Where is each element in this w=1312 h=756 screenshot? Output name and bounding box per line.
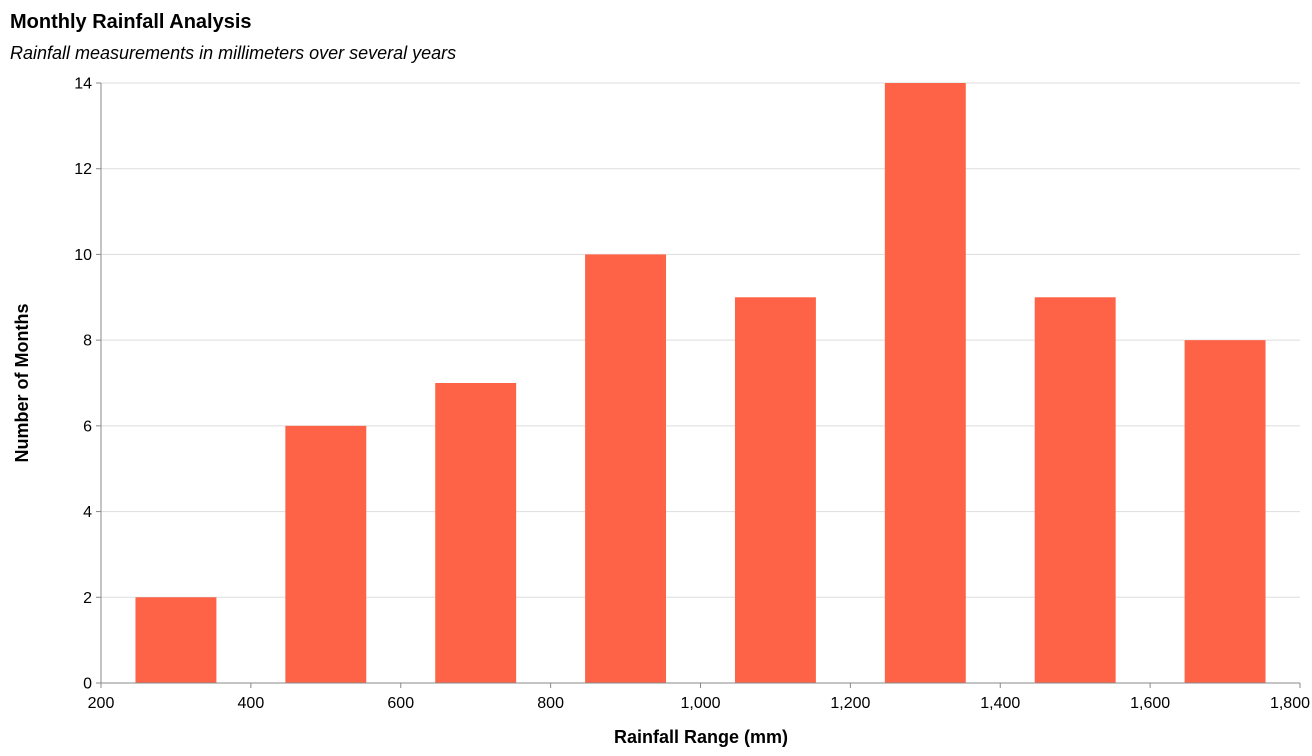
- y-tick-label-3: 6: [83, 418, 92, 435]
- x-tick-label-4: 1,000: [680, 695, 720, 712]
- x-tick-label-7: 1,600: [1130, 695, 1170, 712]
- y-axis-title: Number of Months: [12, 304, 32, 463]
- axes: 0 2 4 6 8 10 12 14 200 400 600 800 1,000 1,200 1,400 1,…: [74, 76, 1310, 713]
- x-tick-label-6: 1,400: [980, 695, 1020, 712]
- x-tick-label-3: 800: [537, 695, 564, 712]
- y-tick-label-1: 2: [83, 590, 92, 607]
- y-tick-label-2: 4: [83, 504, 92, 521]
- x-tick-label-1: 400: [238, 695, 265, 712]
- y-tick-label-7: 14: [74, 76, 92, 93]
- bar-5: [884, 83, 966, 683]
- x-tick-label-8: 1,800: [1270, 695, 1310, 712]
- x-tick-label-5: 1,200: [830, 695, 870, 712]
- gridlines: [101, 82, 1300, 598]
- bar-0: [135, 597, 217, 683]
- x-tick-label-0: 200: [88, 695, 115, 712]
- chart-title: Monthly Rainfall Analysis: [10, 11, 252, 33]
- bars: [135, 83, 1266, 683]
- bar-3: [585, 254, 667, 683]
- y-tick-label-0: 0: [83, 676, 92, 693]
- bar-6: [1034, 297, 1116, 683]
- y-tick-label-4: 8: [83, 333, 92, 350]
- y-tick-label-5: 10: [74, 247, 92, 264]
- y-tick-label-6: 12: [74, 161, 92, 178]
- bar-2: [435, 383, 517, 683]
- bar-4: [734, 297, 816, 683]
- chart-subtitle: Rainfall measurements in millimeters ove…: [10, 43, 456, 63]
- bar-7: [1184, 340, 1266, 683]
- x-tick-label-2: 600: [387, 695, 414, 712]
- x-axis-title: Rainfall Range (mm): [614, 727, 788, 747]
- bar-1: [285, 425, 367, 683]
